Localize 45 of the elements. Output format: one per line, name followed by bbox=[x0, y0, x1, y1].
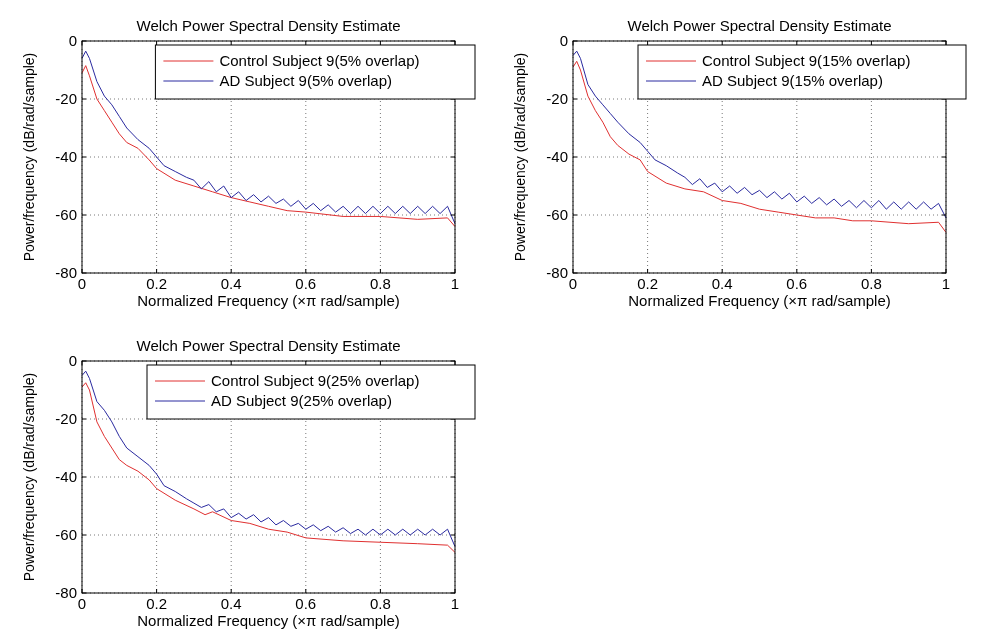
x-tick-label: 0.2 bbox=[146, 595, 168, 612]
y-tick-label: -80 bbox=[55, 264, 77, 281]
legend-label: AD Subject 9(25% overlap) bbox=[211, 392, 392, 409]
legend-label: Control Subject 9(25% overlap) bbox=[211, 372, 420, 389]
x-tick-label: 1 bbox=[941, 275, 951, 292]
y-tick-label: -60 bbox=[546, 206, 568, 223]
y-tick-label: -40 bbox=[55, 148, 77, 165]
y-tick-label: 0 bbox=[559, 32, 568, 49]
x-tick-label: 0.2 bbox=[637, 275, 659, 292]
y-tick-label: -20 bbox=[546, 90, 568, 107]
x-tick-label: 0.6 bbox=[786, 275, 808, 292]
chart-title: Welch Power Spectral Density Estimate bbox=[627, 17, 892, 34]
legend-label: Control Subject 9(5% overlap) bbox=[219, 52, 420, 69]
y-axis-title: Power/frequency (dB/rad/sample) bbox=[512, 52, 528, 262]
x-axis-title: Normalized Frequency (×π rad/sample) bbox=[137, 292, 400, 309]
y-tick-label: -20 bbox=[55, 90, 77, 107]
y-tick-label: -40 bbox=[546, 148, 568, 165]
x-axis-title: Normalized Frequency (×π rad/sample) bbox=[137, 612, 400, 629]
y-tick-label: -40 bbox=[55, 468, 77, 485]
y-tick-label: -60 bbox=[55, 206, 77, 223]
y-tick-label: -80 bbox=[546, 264, 568, 281]
x-tick-label: 1 bbox=[450, 595, 460, 612]
x-tick-label: 0.8 bbox=[369, 595, 391, 612]
x-tick-label: 0.2 bbox=[146, 275, 168, 292]
y-axis-title: Power/frequency (dB/rad/sample) bbox=[21, 372, 37, 582]
y-tick-label: 0 bbox=[68, 32, 77, 49]
x-tick-label: 0.4 bbox=[220, 595, 242, 612]
y-tick-label: -20 bbox=[55, 410, 77, 427]
y-tick-label: 0 bbox=[68, 352, 77, 369]
x-tick-label: 0.8 bbox=[860, 275, 882, 292]
x-tick-label: 0.6 bbox=[295, 595, 317, 612]
legend-label: Control Subject 9(15% overlap) bbox=[702, 52, 911, 69]
x-tick-label: 1 bbox=[450, 275, 460, 292]
y-axis-title: Power/frequency (dB/rad/sample) bbox=[21, 52, 37, 262]
legend-label: AD Subject 9(15% overlap) bbox=[702, 72, 883, 89]
legend-label: AD Subject 9(5% overlap) bbox=[219, 72, 392, 89]
x-axis-title: Normalized Frequency (×π rad/sample) bbox=[628, 292, 891, 309]
chart-title: Welch Power Spectral Density Estimate bbox=[136, 17, 401, 34]
x-tick-label: 0.8 bbox=[369, 275, 391, 292]
y-tick-label: -80 bbox=[55, 584, 77, 601]
x-tick-label: 0.4 bbox=[711, 275, 733, 292]
chart-title: Welch Power Spectral Density Estimate bbox=[136, 337, 401, 354]
x-tick-label: 0.6 bbox=[295, 275, 317, 292]
y-tick-label: -60 bbox=[55, 526, 77, 543]
x-tick-label: 0.4 bbox=[220, 275, 242, 292]
